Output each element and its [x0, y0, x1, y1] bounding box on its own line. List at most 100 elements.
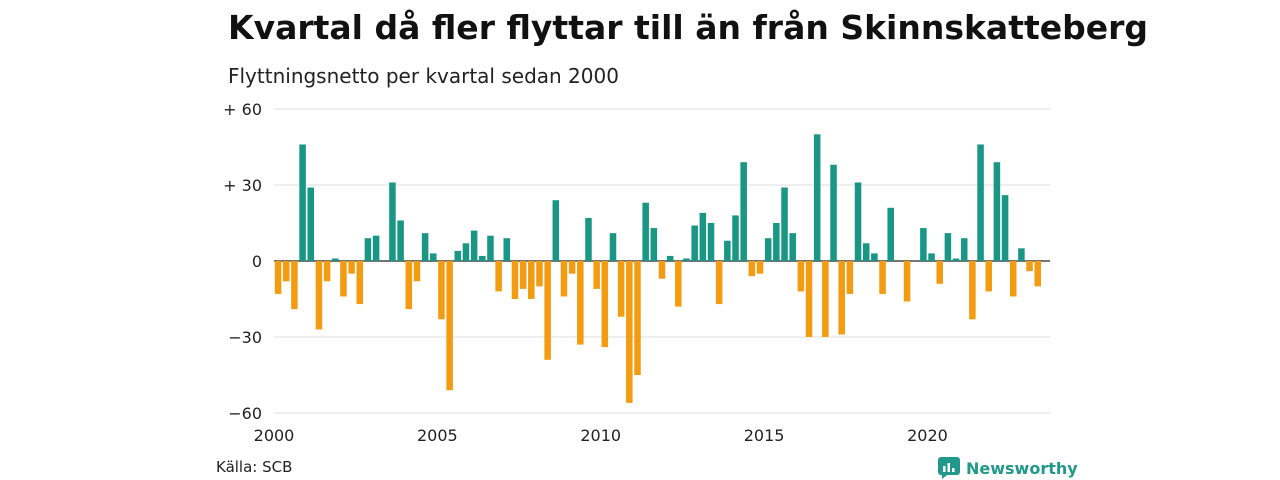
- bar[interactable]: [748, 261, 756, 277]
- bar[interactable]: [699, 212, 707, 261]
- bar[interactable]: [495, 261, 502, 292]
- bar[interactable]: [993, 162, 1001, 261]
- bar[interactable]: [675, 261, 682, 307]
- bar[interactable]: [691, 225, 698, 261]
- bar[interactable]: [756, 261, 764, 274]
- bar[interactable]: [291, 261, 298, 310]
- bars: [274, 134, 1042, 403]
- bar[interactable]: [1009, 261, 1017, 297]
- bar[interactable]: [503, 238, 511, 261]
- bar[interactable]: [470, 230, 478, 261]
- bar[interactable]: [446, 261, 453, 391]
- bar[interactable]: [519, 261, 527, 289]
- bar[interactable]: [372, 235, 380, 261]
- bar[interactable]: [528, 261, 535, 299]
- bar[interactable]: [658, 261, 666, 279]
- bar[interactable]: [421, 233, 429, 261]
- bar[interactable]: [830, 164, 837, 261]
- bar[interactable]: [650, 228, 658, 261]
- bar[interactable]: [724, 240, 731, 261]
- bar[interactable]: [666, 255, 674, 261]
- y-tick-label: + 30: [223, 176, 262, 195]
- bar[interactable]: [1026, 261, 1033, 272]
- bar[interactable]: [364, 238, 372, 261]
- bar[interactable]: [479, 255, 486, 261]
- chart-title: Kvartal då fler flyttar till än från Ski…: [228, 8, 1149, 47]
- brand-logo[interactable]: Newsworthy: [938, 457, 1078, 479]
- bar[interactable]: [454, 250, 462, 261]
- bar[interactable]: [683, 258, 690, 261]
- bar[interactable]: [340, 261, 347, 297]
- bar[interactable]: [797, 261, 805, 292]
- bar[interactable]: [593, 261, 600, 289]
- y-tick-label: + 60: [223, 100, 262, 119]
- bar[interactable]: [740, 162, 747, 261]
- bar[interactable]: [487, 235, 494, 261]
- bar[interactable]: [1034, 261, 1042, 287]
- bar[interactable]: [944, 233, 952, 261]
- bar[interactable]: [577, 261, 584, 345]
- bar[interactable]: [715, 261, 723, 305]
- bar[interactable]: [430, 253, 437, 261]
- bar[interactable]: [854, 182, 862, 261]
- bar[interactable]: [282, 261, 290, 282]
- bar[interactable]: [585, 217, 592, 261]
- bar[interactable]: [1018, 248, 1025, 261]
- bar[interactable]: [299, 144, 306, 261]
- bar[interactable]: [323, 261, 331, 282]
- bar[interactable]: [887, 207, 894, 261]
- bar[interactable]: [348, 261, 355, 274]
- bar[interactable]: [871, 253, 878, 261]
- bar[interactable]: [707, 223, 715, 261]
- bar[interactable]: [544, 261, 551, 360]
- bar[interactable]: [274, 261, 282, 294]
- bar[interactable]: [307, 187, 315, 261]
- bar[interactable]: [928, 253, 935, 261]
- bar[interactable]: [969, 261, 976, 320]
- bar[interactable]: [789, 233, 796, 261]
- bar[interactable]: [356, 261, 364, 305]
- bar[interactable]: [568, 261, 576, 274]
- bar[interactable]: [438, 261, 445, 320]
- bar[interactable]: [601, 261, 609, 348]
- bar[interactable]: [960, 238, 968, 261]
- bar[interactable]: [862, 243, 870, 261]
- bar[interactable]: [879, 261, 886, 294]
- bar[interactable]: [315, 261, 323, 330]
- bar[interactable]: [405, 261, 413, 310]
- bar[interactable]: [977, 144, 984, 261]
- bar[interactable]: [805, 261, 813, 337]
- x-tick-label: 2020: [907, 426, 948, 445]
- bar[interactable]: [903, 261, 911, 302]
- bar[interactable]: [985, 261, 992, 292]
- bar[interactable]: [952, 258, 960, 261]
- bar[interactable]: [732, 215, 739, 261]
- bar[interactable]: [511, 261, 519, 299]
- bar[interactable]: [634, 261, 641, 375]
- bar[interactable]: [773, 223, 780, 261]
- bar[interactable]: [462, 243, 470, 261]
- bar[interactable]: [609, 233, 617, 261]
- x-tick-label: 2015: [744, 426, 785, 445]
- chart-subtitle: Flyttningsnetto per kvartal sedan 2000: [228, 64, 619, 88]
- bar[interactable]: [560, 261, 568, 297]
- bar[interactable]: [626, 261, 633, 403]
- bar[interactable]: [617, 261, 625, 317]
- bar[interactable]: [764, 238, 772, 261]
- bar[interactable]: [389, 182, 396, 261]
- bar[interactable]: [552, 200, 560, 261]
- bar[interactable]: [846, 261, 854, 294]
- bar[interactable]: [920, 228, 927, 261]
- bar[interactable]: [397, 220, 404, 261]
- bar[interactable]: [332, 258, 339, 261]
- bar[interactable]: [642, 202, 649, 261]
- bar[interactable]: [936, 261, 943, 284]
- bar[interactable]: [536, 261, 543, 287]
- bar[interactable]: [781, 187, 788, 261]
- bar[interactable]: [822, 261, 829, 337]
- bar[interactable]: [813, 134, 821, 261]
- bar[interactable]: [1001, 195, 1009, 261]
- bar[interactable]: [413, 261, 421, 282]
- bar[interactable]: [838, 261, 845, 335]
